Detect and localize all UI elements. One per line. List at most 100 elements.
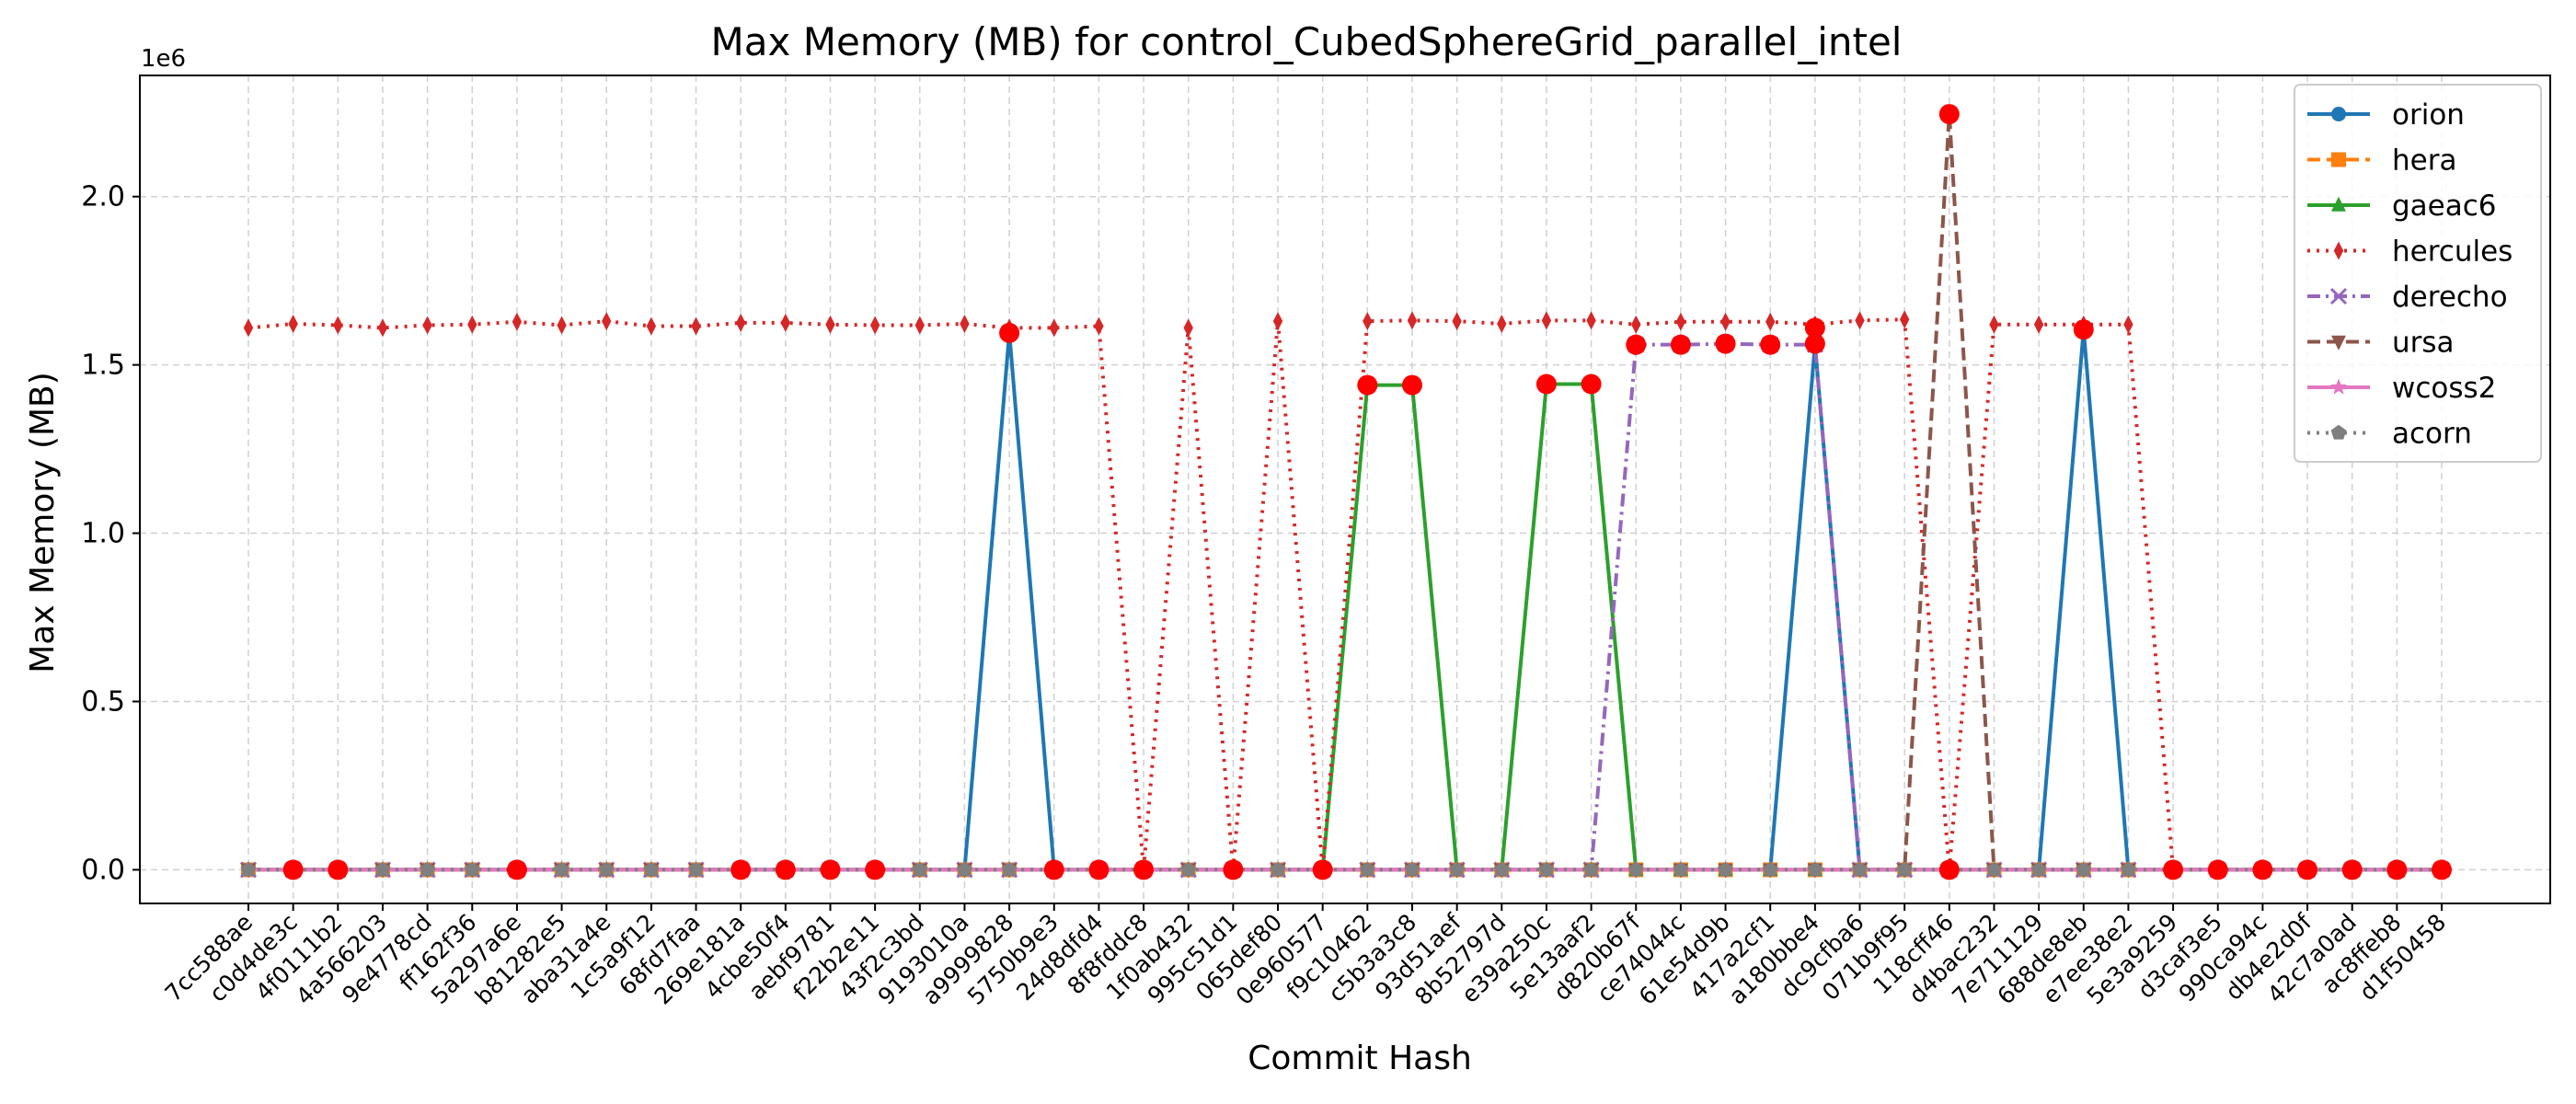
y-tick-label: 2.0 [81,181,125,213]
data-point-hercules [646,316,657,336]
legend[interactable]: orion hera gaeac6 hercules derecho ursa wcoss2… [2294,84,2542,463]
data-point-hercules [1765,312,1776,331]
legend-label-hera: hera [2392,144,2456,178]
data-point-acorn [1449,861,1465,877]
y-tick-label: 1.0 [81,518,125,550]
highlight-point [2386,859,2408,880]
data-point-hercules [1049,318,1059,338]
data-point-hercules [1452,312,1462,331]
data-point-hercules [1541,311,1552,330]
highlight-point [282,859,304,880]
highlight-point [820,859,841,880]
highlight-point [999,322,1020,343]
legend-label-wcoss2: wcoss2 [2392,372,2496,405]
data-point-hercules [2123,315,2133,334]
legend-marker-gaeac6 [2331,196,2346,212]
highlight-markers [282,104,2452,880]
highlight-point [1312,859,1333,880]
legend-marker-hercules [2333,241,2344,260]
data-point-hercules [557,316,567,335]
highlight-point [1088,859,1110,880]
plot-frame [139,75,2551,904]
highlight-point [2207,859,2228,880]
highlight-point [775,859,796,880]
data-point-hercules [1989,315,1999,334]
data-point-acorn [1270,861,1286,877]
legend-marker-derecho [2329,287,2348,305]
data-point-hercules [1720,312,1731,331]
highlight-point [1043,859,1064,880]
highlight-point [2297,859,2318,880]
data-point-acorn [554,861,569,877]
highlight-point [1760,334,1781,355]
data-point-hercules [1407,311,1418,330]
data-point-acorn [1852,861,1868,877]
legend-label-gaeac6: gaeac6 [2392,190,2497,223]
series-lines [247,112,2442,872]
data-point-hercules [1094,316,1104,336]
data-point-acorn [1762,861,1778,877]
highlight-point [1626,334,1647,355]
highlight-point [2163,859,2184,880]
data-point-acorn [374,861,391,877]
data-point-acorn [464,861,480,877]
data-point-acorn [1583,861,1599,877]
series-line-derecho [248,341,2442,872]
data-point-hercules [1631,315,1641,334]
data-point-hercules [735,313,746,332]
highlight-point [1223,859,1244,880]
data-point-hercules [467,315,477,334]
data-point-acorn [2121,861,2136,877]
highlight-point [1715,333,1736,354]
highlight-point [1357,374,1378,396]
y-tick-label: 0.5 [81,685,125,718]
highlight-point [1401,374,1422,396]
highlight-point [2252,859,2273,880]
data-point-hercules [1363,312,1373,331]
legend-marker-acorn [2330,424,2347,440]
highlight-point [1535,374,1557,395]
data-point-hercules [377,318,388,338]
data-point-acorn [1986,861,2002,877]
data-point-hercules [825,315,835,334]
legend-label-acorn: acorn [2392,418,2472,451]
series-line-hercules [247,317,2442,872]
data-point-hercules [869,316,880,335]
data-point-hercules [691,316,701,336]
data-point-hercules [333,316,343,335]
data-point-acorn [240,861,257,877]
highlight-point [1804,317,1825,339]
data-point-hercules [1497,315,1507,333]
data-point-hercules [2033,315,2044,334]
highlight-point [328,859,349,880]
legend-marker-hera [2331,152,2346,167]
legend-box [2294,84,2542,463]
data-point-acorn [1180,861,1197,877]
highlight-point [1938,859,1960,880]
data-point-hercules [1183,318,1193,338]
data-point-acorn [912,861,928,877]
data-point-hercules [914,316,925,335]
chart-title: Max Memory (MB) for control_CubedSphereG… [711,19,1903,64]
data-point-acorn [2030,861,2047,877]
data-point-acorn [598,861,615,877]
data-point-hercules [1675,312,1686,331]
highlight-point [1670,334,1691,355]
data-point-hercules [1586,311,1596,330]
legend-label-ursa: ursa [2392,327,2455,360]
data-point-hercules [602,312,612,331]
highlight-point [1133,859,1155,880]
data-point-hercules [512,312,523,331]
y-offset-label: 1e6 [141,45,186,73]
highlight-point [2432,859,2452,880]
data-point-acorn [1807,861,1823,877]
data-point-hercules [1272,312,1283,331]
data-point-acorn [420,861,435,877]
highlight-point [1804,333,1825,354]
y-tick-label: 1.5 [81,350,125,382]
data-point-acorn [1404,861,1420,877]
legend-label-orion: orion [2392,98,2465,132]
data-point-acorn [1493,861,1510,877]
data-point-hercules [422,316,432,335]
